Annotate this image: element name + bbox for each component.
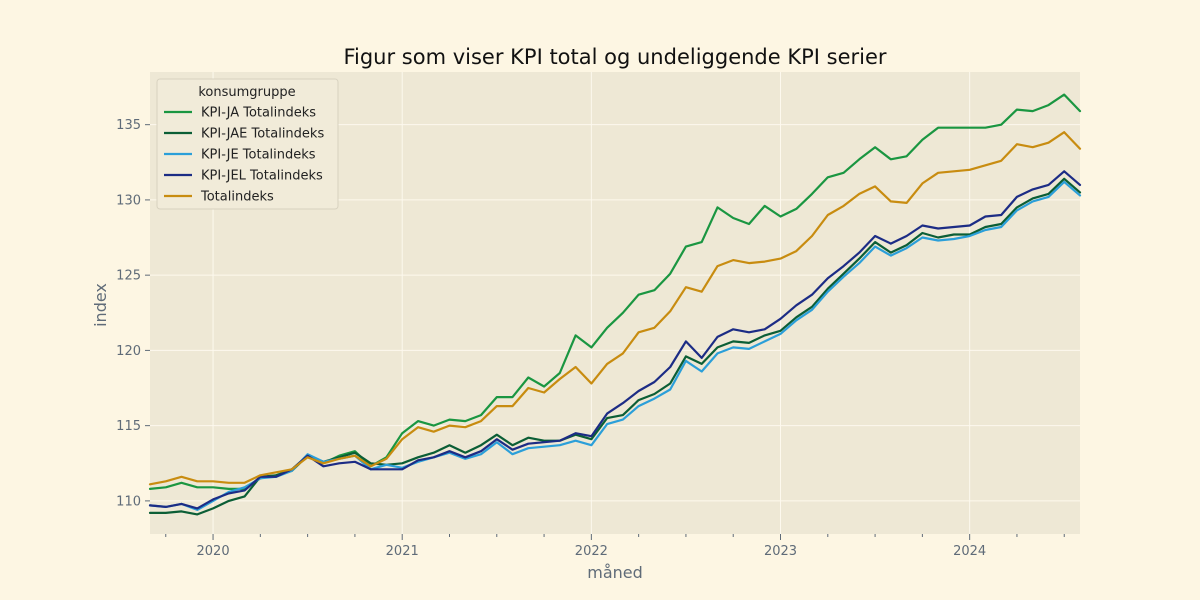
- legend-items: KPI-JA Totalindeks KPI-JAE Totalindeks KPI…: [164, 106, 324, 205]
- axis-ticks: 110 115 120 125 130 135 2020 2021 2022 2023 2024: [116, 118, 1065, 559]
- series-line: [148, 131, 1082, 486]
- series-lines: [148, 93, 1082, 516]
- legend-label: Totalindeks: [200, 190, 274, 205]
- y-tick-label: 135: [116, 118, 141, 133]
- y-tick-label: 130: [116, 193, 141, 208]
- legend-label: KPI-JA Totalindeks: [201, 106, 316, 121]
- y-tick-label: 115: [116, 419, 141, 434]
- x-tick-label: 2023: [764, 544, 797, 559]
- x-axis-label: måned: [587, 563, 643, 582]
- chart-title: Figur som viser KPI total og undeliggend…: [343, 45, 886, 69]
- y-tick-label: 110: [116, 494, 141, 509]
- legend-title: konsumgruppe: [198, 85, 295, 100]
- x-tick-label: 2022: [575, 544, 608, 559]
- legend-label: KPI-JAE Totalindeks: [201, 127, 324, 142]
- y-tick-label: 125: [116, 269, 141, 284]
- x-tick-label: 2021: [386, 544, 419, 559]
- legend-label: KPI-JE Totalindeks: [201, 148, 316, 163]
- x-tick-label: 2020: [197, 544, 230, 559]
- legend-label: KPI-JEL Totalindeks: [201, 169, 323, 184]
- legend-box: [156, 78, 339, 210]
- legend: konsumgruppe KPI-JA Totalindeks KPI-JAE T…: [156, 78, 339, 210]
- y-tick-label: 120: [116, 344, 141, 359]
- y-axis-label: index: [91, 283, 110, 327]
- x-tick-label: 2024: [953, 544, 986, 559]
